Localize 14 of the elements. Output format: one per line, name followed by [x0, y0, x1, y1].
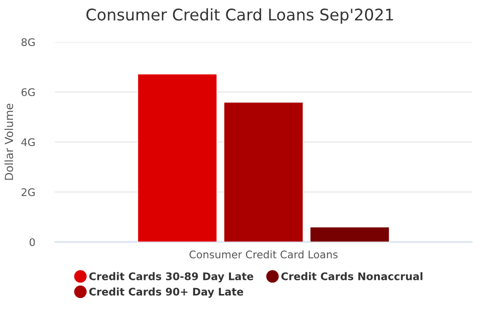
- y-tick-label: 0: [30, 238, 35, 246]
- chart-title: Consumer Credit Card Loans Sep'2021: [86, 8, 393, 24]
- legend-label: Credit Cards 90+ Day Late: [89, 288, 244, 298]
- bar: [223, 102, 304, 242]
- y-tick-label: 4G: [21, 138, 35, 146]
- legend-label: Credit Cards Nonaccrual: [281, 272, 422, 280]
- y-tick-label: 8G: [22, 38, 35, 46]
- y-axis-title: Dollar Volume: [4, 104, 14, 180]
- y-tick-label: 6G: [22, 88, 35, 96]
- bar: [310, 226, 390, 242]
- bar: [137, 74, 218, 242]
- y-tick-label: 2G: [22, 188, 35, 196]
- x-tick-label: Consumer Credit Card Loans: [190, 250, 338, 258]
- legend-label: Credit Cards 30-89 Day Late: [89, 272, 254, 282]
